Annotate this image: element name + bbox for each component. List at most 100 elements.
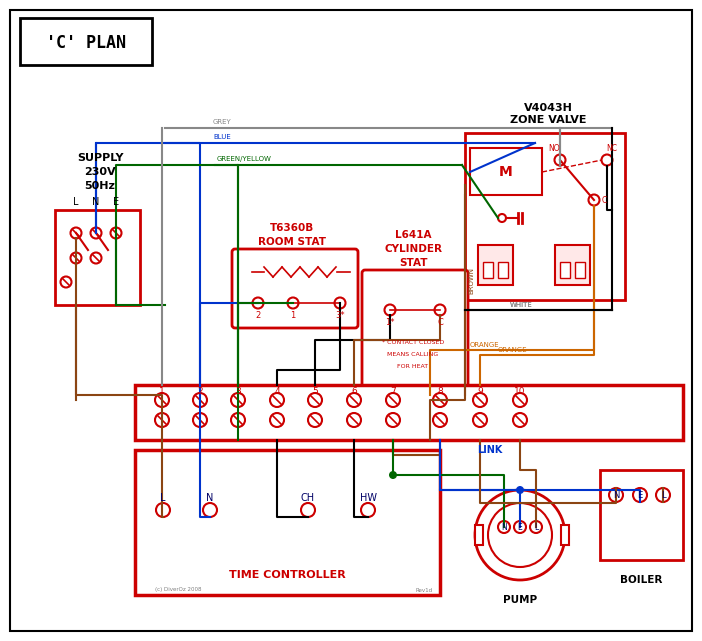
Circle shape — [498, 521, 510, 533]
FancyBboxPatch shape — [483, 262, 493, 278]
Circle shape — [347, 413, 361, 427]
Text: N: N — [613, 490, 619, 499]
Circle shape — [513, 413, 527, 427]
Circle shape — [435, 304, 446, 315]
Text: ORANGE: ORANGE — [498, 347, 528, 353]
Text: SUPPLY: SUPPLY — [77, 153, 124, 163]
Text: BROWN: BROWN — [468, 267, 474, 294]
Text: N: N — [501, 522, 507, 531]
Circle shape — [602, 154, 613, 165]
Circle shape — [155, 393, 169, 407]
Text: CYLINDER: CYLINDER — [384, 244, 442, 254]
Circle shape — [156, 503, 170, 517]
FancyBboxPatch shape — [362, 270, 468, 388]
Text: * CONTACT CLOSED: * CONTACT CLOSED — [382, 340, 444, 344]
Text: 3*: 3* — [335, 310, 345, 319]
Circle shape — [386, 413, 400, 427]
Text: 230V: 230V — [84, 167, 116, 177]
Circle shape — [288, 297, 298, 308]
Text: C: C — [437, 317, 443, 326]
Circle shape — [231, 393, 245, 407]
FancyBboxPatch shape — [135, 450, 440, 595]
Text: L: L — [160, 493, 166, 503]
Circle shape — [386, 393, 400, 407]
FancyBboxPatch shape — [135, 385, 683, 440]
Circle shape — [270, 413, 284, 427]
FancyBboxPatch shape — [561, 525, 569, 545]
Text: L641A: L641A — [395, 230, 431, 240]
FancyBboxPatch shape — [575, 262, 585, 278]
Text: ZONE VALVE: ZONE VALVE — [510, 115, 586, 125]
Circle shape — [91, 228, 102, 238]
Text: 50Hz: 50Hz — [84, 181, 115, 191]
Text: TIME CONTROLLER: TIME CONTROLLER — [229, 570, 345, 580]
Text: STAT: STAT — [399, 258, 428, 268]
Text: WHITE: WHITE — [510, 302, 533, 308]
Text: MEANS CALLING: MEANS CALLING — [388, 351, 439, 356]
Circle shape — [633, 488, 647, 502]
Circle shape — [253, 297, 263, 308]
Text: L: L — [73, 197, 79, 207]
Text: 'C' PLAN: 'C' PLAN — [46, 34, 126, 52]
Text: T6360B: T6360B — [270, 223, 314, 233]
Text: ORANGE: ORANGE — [470, 342, 500, 348]
Circle shape — [193, 393, 207, 407]
Circle shape — [361, 503, 375, 517]
Circle shape — [488, 503, 552, 567]
Circle shape — [308, 393, 322, 407]
FancyBboxPatch shape — [555, 245, 590, 285]
Circle shape — [385, 304, 395, 315]
Circle shape — [498, 214, 506, 222]
FancyBboxPatch shape — [470, 148, 542, 195]
FancyBboxPatch shape — [465, 133, 625, 300]
Text: BOILER: BOILER — [620, 575, 662, 585]
Circle shape — [347, 393, 361, 407]
FancyBboxPatch shape — [10, 10, 692, 631]
Text: HW: HW — [359, 493, 376, 503]
FancyBboxPatch shape — [20, 18, 152, 65]
Circle shape — [389, 471, 397, 479]
Text: L: L — [661, 490, 665, 499]
Circle shape — [91, 253, 102, 263]
Text: (c) DiverOz 2008: (c) DiverOz 2008 — [155, 588, 201, 592]
Text: E: E — [517, 522, 522, 531]
Text: M: M — [499, 165, 513, 179]
Circle shape — [231, 413, 245, 427]
Circle shape — [473, 413, 487, 427]
Circle shape — [203, 503, 217, 517]
Circle shape — [530, 521, 542, 533]
Text: 9: 9 — [477, 387, 483, 395]
FancyBboxPatch shape — [498, 262, 508, 278]
Circle shape — [609, 488, 623, 502]
Circle shape — [516, 486, 524, 494]
Circle shape — [433, 413, 447, 427]
Circle shape — [193, 413, 207, 427]
FancyBboxPatch shape — [232, 249, 358, 328]
Text: 4: 4 — [274, 387, 280, 395]
Circle shape — [475, 490, 565, 580]
Text: LINK: LINK — [477, 445, 503, 455]
Text: BLUE: BLUE — [213, 134, 231, 140]
Circle shape — [588, 194, 600, 206]
Text: 7: 7 — [390, 387, 396, 395]
Text: 1: 1 — [159, 387, 165, 395]
FancyBboxPatch shape — [600, 470, 683, 560]
Text: 1*: 1* — [385, 317, 395, 326]
Circle shape — [60, 276, 72, 288]
Text: V4043H: V4043H — [524, 103, 572, 113]
Text: FOR HEAT: FOR HEAT — [397, 363, 428, 369]
Text: 2: 2 — [197, 387, 203, 395]
Circle shape — [555, 154, 566, 165]
Text: N: N — [206, 493, 213, 503]
Circle shape — [70, 228, 81, 238]
Text: WHITE: WHITE — [510, 302, 533, 308]
Circle shape — [70, 253, 81, 263]
Circle shape — [433, 393, 447, 407]
Text: 1: 1 — [291, 310, 296, 319]
FancyBboxPatch shape — [475, 525, 483, 545]
Circle shape — [301, 503, 315, 517]
Text: 8: 8 — [437, 387, 443, 395]
FancyBboxPatch shape — [478, 245, 513, 285]
Text: GREY: GREY — [213, 119, 232, 125]
Text: CH: CH — [301, 493, 315, 503]
